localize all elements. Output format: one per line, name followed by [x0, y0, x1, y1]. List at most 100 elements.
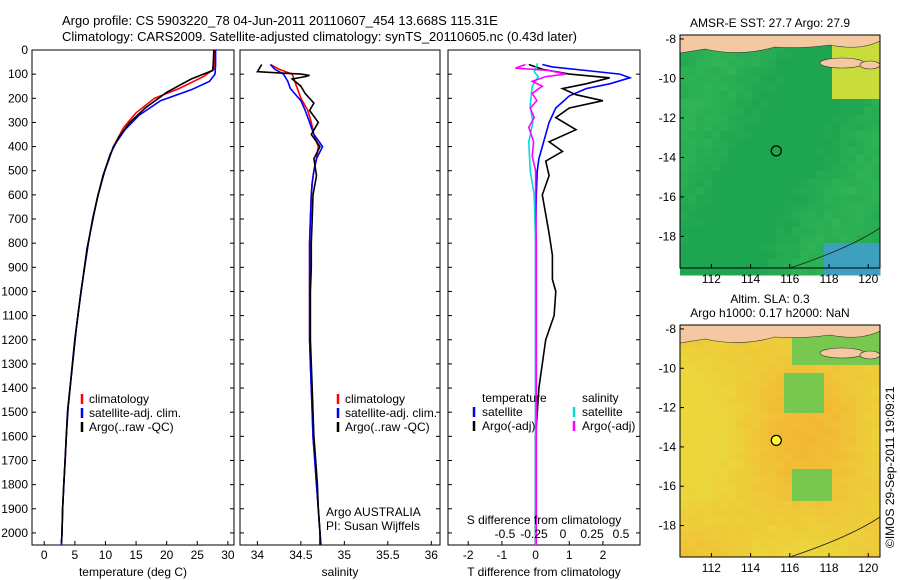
series-line-temperature-satellite	[534, 63, 633, 545]
map-cell	[808, 429, 817, 438]
map-cell	[864, 115, 873, 124]
map-cell	[792, 341, 801, 350]
map-cell	[856, 139, 865, 148]
map-cell	[856, 541, 865, 550]
map-cell	[872, 187, 881, 196]
map-cell	[704, 147, 713, 156]
map-cell	[832, 171, 841, 180]
map-cell	[840, 123, 849, 132]
map-cell	[848, 171, 857, 180]
map-cell	[824, 91, 833, 100]
map-cell	[752, 187, 761, 196]
map-cell	[696, 179, 705, 188]
map-cell	[848, 453, 857, 462]
map-cell	[752, 373, 761, 382]
map-cell	[760, 91, 769, 100]
map-cell	[760, 227, 769, 236]
map-cell	[832, 493, 841, 502]
map-cell	[872, 549, 881, 558]
map-cell	[808, 405, 817, 414]
map-cell	[704, 83, 713, 92]
map-cell	[680, 203, 689, 212]
map-cell	[712, 235, 721, 244]
map-cell	[840, 91, 849, 100]
y-tick-label: 1000	[1, 284, 28, 298]
map-cell	[824, 43, 833, 52]
map-frame	[679, 34, 881, 269]
map-cell	[704, 179, 713, 188]
map-cell	[776, 341, 785, 350]
map-cell	[712, 123, 721, 132]
map-cell	[728, 397, 737, 406]
map-cell	[808, 179, 817, 188]
map-cell	[776, 389, 785, 398]
map-cell	[872, 333, 881, 342]
map-cell	[768, 533, 777, 542]
map-cell	[736, 389, 745, 398]
map-cell	[864, 509, 873, 518]
map-cell	[760, 195, 769, 204]
map-cell	[832, 381, 841, 390]
series-line-argo	[60, 49, 215, 543]
map-cell	[776, 477, 785, 486]
x-tick-label: 34.5	[289, 548, 313, 562]
map-cell	[736, 67, 745, 76]
map-cell	[744, 51, 753, 60]
map-cell	[680, 493, 689, 502]
map-cell	[712, 115, 721, 124]
map-cell	[824, 533, 833, 542]
map-cell	[784, 469, 793, 478]
map-cell	[792, 227, 801, 236]
map-cell	[736, 493, 745, 502]
map-cell	[792, 147, 801, 156]
x-tick-label: 112	[702, 561, 721, 575]
map-cell	[872, 51, 881, 60]
map-cell	[696, 365, 705, 374]
x-tick-label: 30	[221, 548, 235, 562]
map-cell	[856, 549, 865, 558]
map-cell	[712, 517, 721, 526]
map-cell	[832, 91, 841, 100]
map-cell	[856, 461, 865, 470]
map-cell	[808, 43, 817, 52]
map-cell	[760, 147, 769, 156]
map-cell	[792, 429, 801, 438]
map-cell	[712, 139, 721, 148]
map-cell	[808, 509, 817, 518]
map-cell	[736, 259, 745, 268]
map-cell	[776, 381, 785, 390]
map-cell	[824, 389, 833, 398]
map-cell	[736, 477, 745, 486]
map-cell	[752, 437, 761, 446]
map-cell	[824, 227, 833, 236]
map-cell	[816, 203, 825, 212]
map-cell	[712, 437, 721, 446]
map-cell	[832, 211, 841, 220]
map-cell	[696, 227, 705, 236]
map-cell	[816, 429, 825, 438]
map-cell	[808, 437, 817, 446]
map-cell	[776, 83, 785, 92]
map-cell	[720, 445, 729, 454]
map-cell	[816, 533, 825, 542]
map-cell	[792, 155, 801, 164]
map-cell	[760, 397, 769, 406]
map-cell	[712, 509, 721, 518]
map-cell	[688, 131, 697, 140]
map-cell	[784, 83, 793, 92]
y-tick-label: 100	[8, 67, 28, 81]
map-cell	[728, 405, 737, 414]
map-cell	[752, 163, 761, 172]
map-cell	[704, 75, 713, 84]
y-tick-label: 800	[8, 236, 28, 250]
map-cell	[776, 51, 785, 60]
map-cell	[728, 477, 737, 486]
map-cell	[864, 405, 873, 414]
map-cell	[680, 525, 689, 534]
map-cell	[856, 421, 865, 430]
map-cell	[872, 195, 881, 204]
map-cell	[856, 517, 865, 526]
map-cell	[832, 107, 841, 116]
map-cell	[768, 549, 777, 558]
y-tick-label: 1600	[1, 429, 28, 443]
